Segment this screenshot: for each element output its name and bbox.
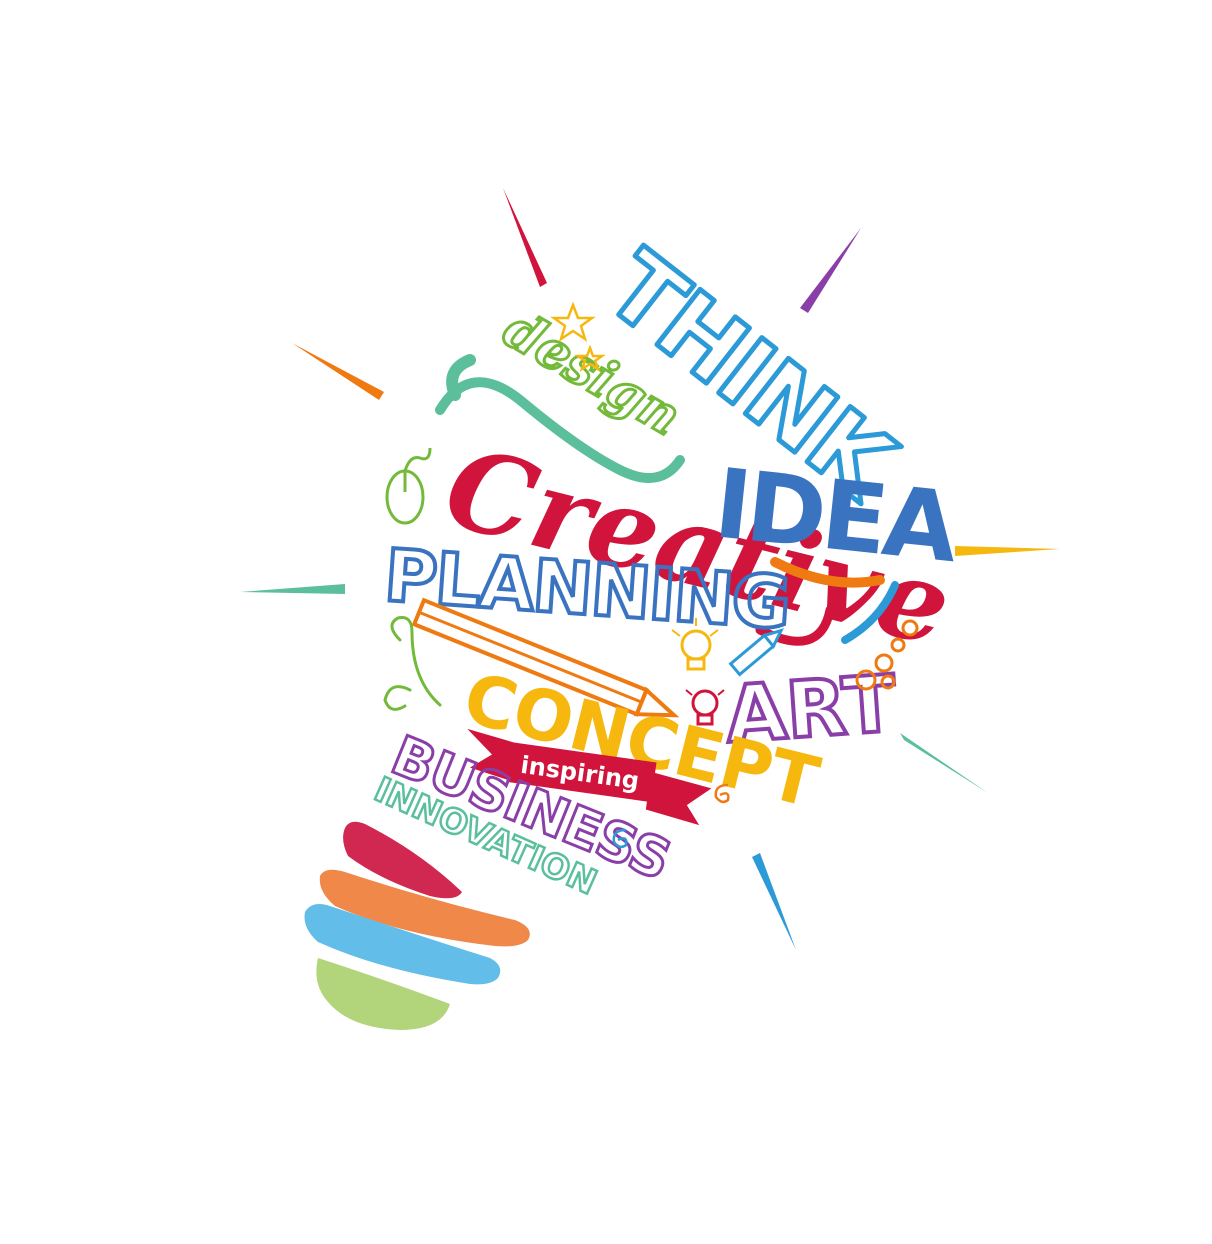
lightbulb-icon [685,689,725,726]
teal-swoosh [435,377,685,483]
star-icon [550,301,596,342]
green-flourish [383,616,442,711]
orange-swoosh [770,557,885,588]
light-rays [240,188,1060,950]
pencil-icon [411,597,680,718]
star-icon-group [550,301,606,373]
word-art: ART [723,659,899,761]
mouse-icon [385,447,432,525]
ray-lower-right [900,733,988,793]
base-stripe-orange [319,869,530,947]
ribbon-right-tail [645,771,712,826]
ray-bottom-right [752,853,796,950]
ribbon-band [506,742,657,803]
crayon-icon [728,628,784,677]
base-cap-green [316,958,450,1030]
ribbon-left-tail [467,728,514,781]
word-idea-group: IDEA [710,447,963,584]
base-stripe-blue [304,904,501,985]
ray-top-right [800,228,861,313]
ray-top-left [503,188,547,287]
word-idea: IDEA [710,447,963,584]
blue-swoosh [841,581,899,644]
bulb-base [304,821,530,1030]
lightbulb-icon [671,618,719,671]
bubbles-icon [855,619,919,691]
swirl-icon [612,783,730,849]
star-icon [574,344,606,373]
ray-mid-left [240,584,345,594]
teal-swoosh-curl [446,354,476,401]
base-stripe-crimson [343,821,462,899]
ray-right [955,546,1060,556]
ray-left [292,343,384,400]
